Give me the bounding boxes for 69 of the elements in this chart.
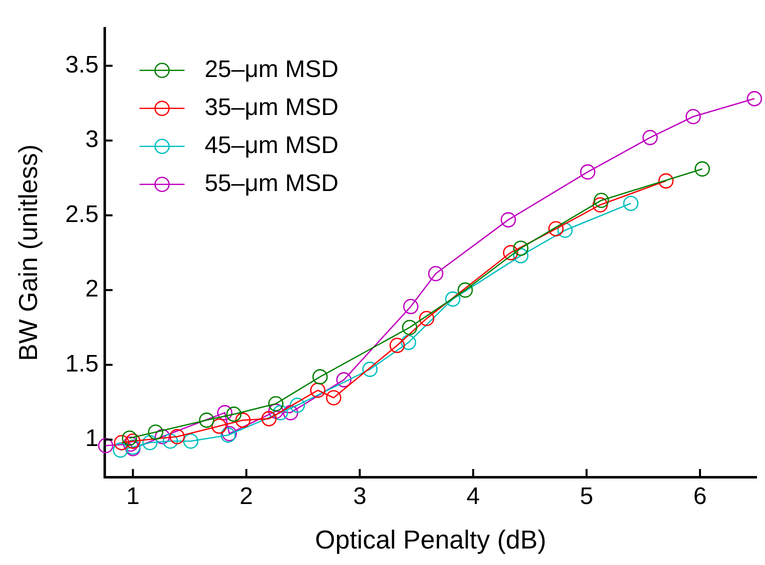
point bbox=[268, 396, 284, 412]
point bbox=[428, 266, 444, 282]
point bbox=[500, 212, 516, 228]
point bbox=[272, 405, 288, 420]
point bbox=[548, 221, 564, 236]
point bbox=[513, 240, 528, 256]
x-tick-label: 5 bbox=[580, 483, 594, 510]
point bbox=[282, 405, 298, 420]
point bbox=[142, 434, 158, 450]
x-tick-label: 2 bbox=[240, 483, 254, 510]
point bbox=[162, 433, 178, 449]
point bbox=[98, 438, 114, 454]
point bbox=[148, 424, 164, 440]
point bbox=[290, 398, 306, 413]
point bbox=[326, 390, 342, 406]
y-tick-label: 2.5 bbox=[65, 200, 99, 228]
point bbox=[123, 436, 138, 452]
legend-label: 25–μm MSD bbox=[204, 56, 338, 84]
point bbox=[362, 362, 378, 377]
point bbox=[402, 320, 418, 336]
point bbox=[658, 173, 674, 189]
point bbox=[694, 161, 710, 177]
point bbox=[122, 430, 138, 446]
point bbox=[226, 406, 242, 422]
legend-label: 35–μm MSD bbox=[204, 94, 338, 122]
x-tick-label: 4 bbox=[466, 483, 480, 510]
point bbox=[310, 382, 326, 398]
point bbox=[336, 372, 352, 388]
point bbox=[557, 222, 573, 238]
y-axis-title: BW Gain (unitless) bbox=[12, 144, 43, 362]
point bbox=[235, 412, 251, 428]
point bbox=[400, 334, 416, 350]
point bbox=[594, 192, 609, 208]
point bbox=[183, 433, 198, 449]
point bbox=[112, 442, 128, 458]
y-tick-label: 3 bbox=[85, 126, 99, 154]
point bbox=[268, 404, 284, 419]
point bbox=[261, 411, 277, 426]
y-tick-label: 3.5 bbox=[65, 51, 99, 78]
point bbox=[211, 418, 227, 434]
x-axis-title: Optical Penalty (dB) bbox=[315, 524, 546, 555]
point bbox=[125, 433, 141, 449]
point bbox=[170, 428, 185, 444]
point bbox=[458, 282, 473, 298]
x-tick-label: 6 bbox=[693, 483, 707, 510]
legend-label: 55–μm MSD bbox=[204, 170, 338, 198]
y-tick-label: 1 bbox=[85, 425, 99, 452]
point bbox=[114, 434, 130, 450]
point bbox=[419, 310, 434, 326]
legend-label: 45–μm MSD bbox=[204, 132, 338, 160]
point bbox=[686, 108, 701, 124]
y-tick-label: 1.5 bbox=[65, 350, 99, 378]
point bbox=[390, 338, 405, 354]
point bbox=[217, 405, 232, 420]
point bbox=[403, 298, 418, 314]
point bbox=[513, 248, 528, 264]
point bbox=[592, 197, 608, 212]
point bbox=[445, 291, 460, 307]
x-tick-label: 3 bbox=[353, 483, 366, 510]
point bbox=[198, 412, 214, 428]
y-tick-label: 2 bbox=[85, 276, 99, 303]
point bbox=[502, 245, 518, 260]
point bbox=[642, 130, 658, 146]
point bbox=[580, 164, 596, 180]
point bbox=[623, 196, 638, 212]
point bbox=[746, 91, 762, 106]
point bbox=[154, 428, 170, 444]
point bbox=[312, 369, 328, 384]
x-tick-label: 1 bbox=[126, 483, 140, 510]
